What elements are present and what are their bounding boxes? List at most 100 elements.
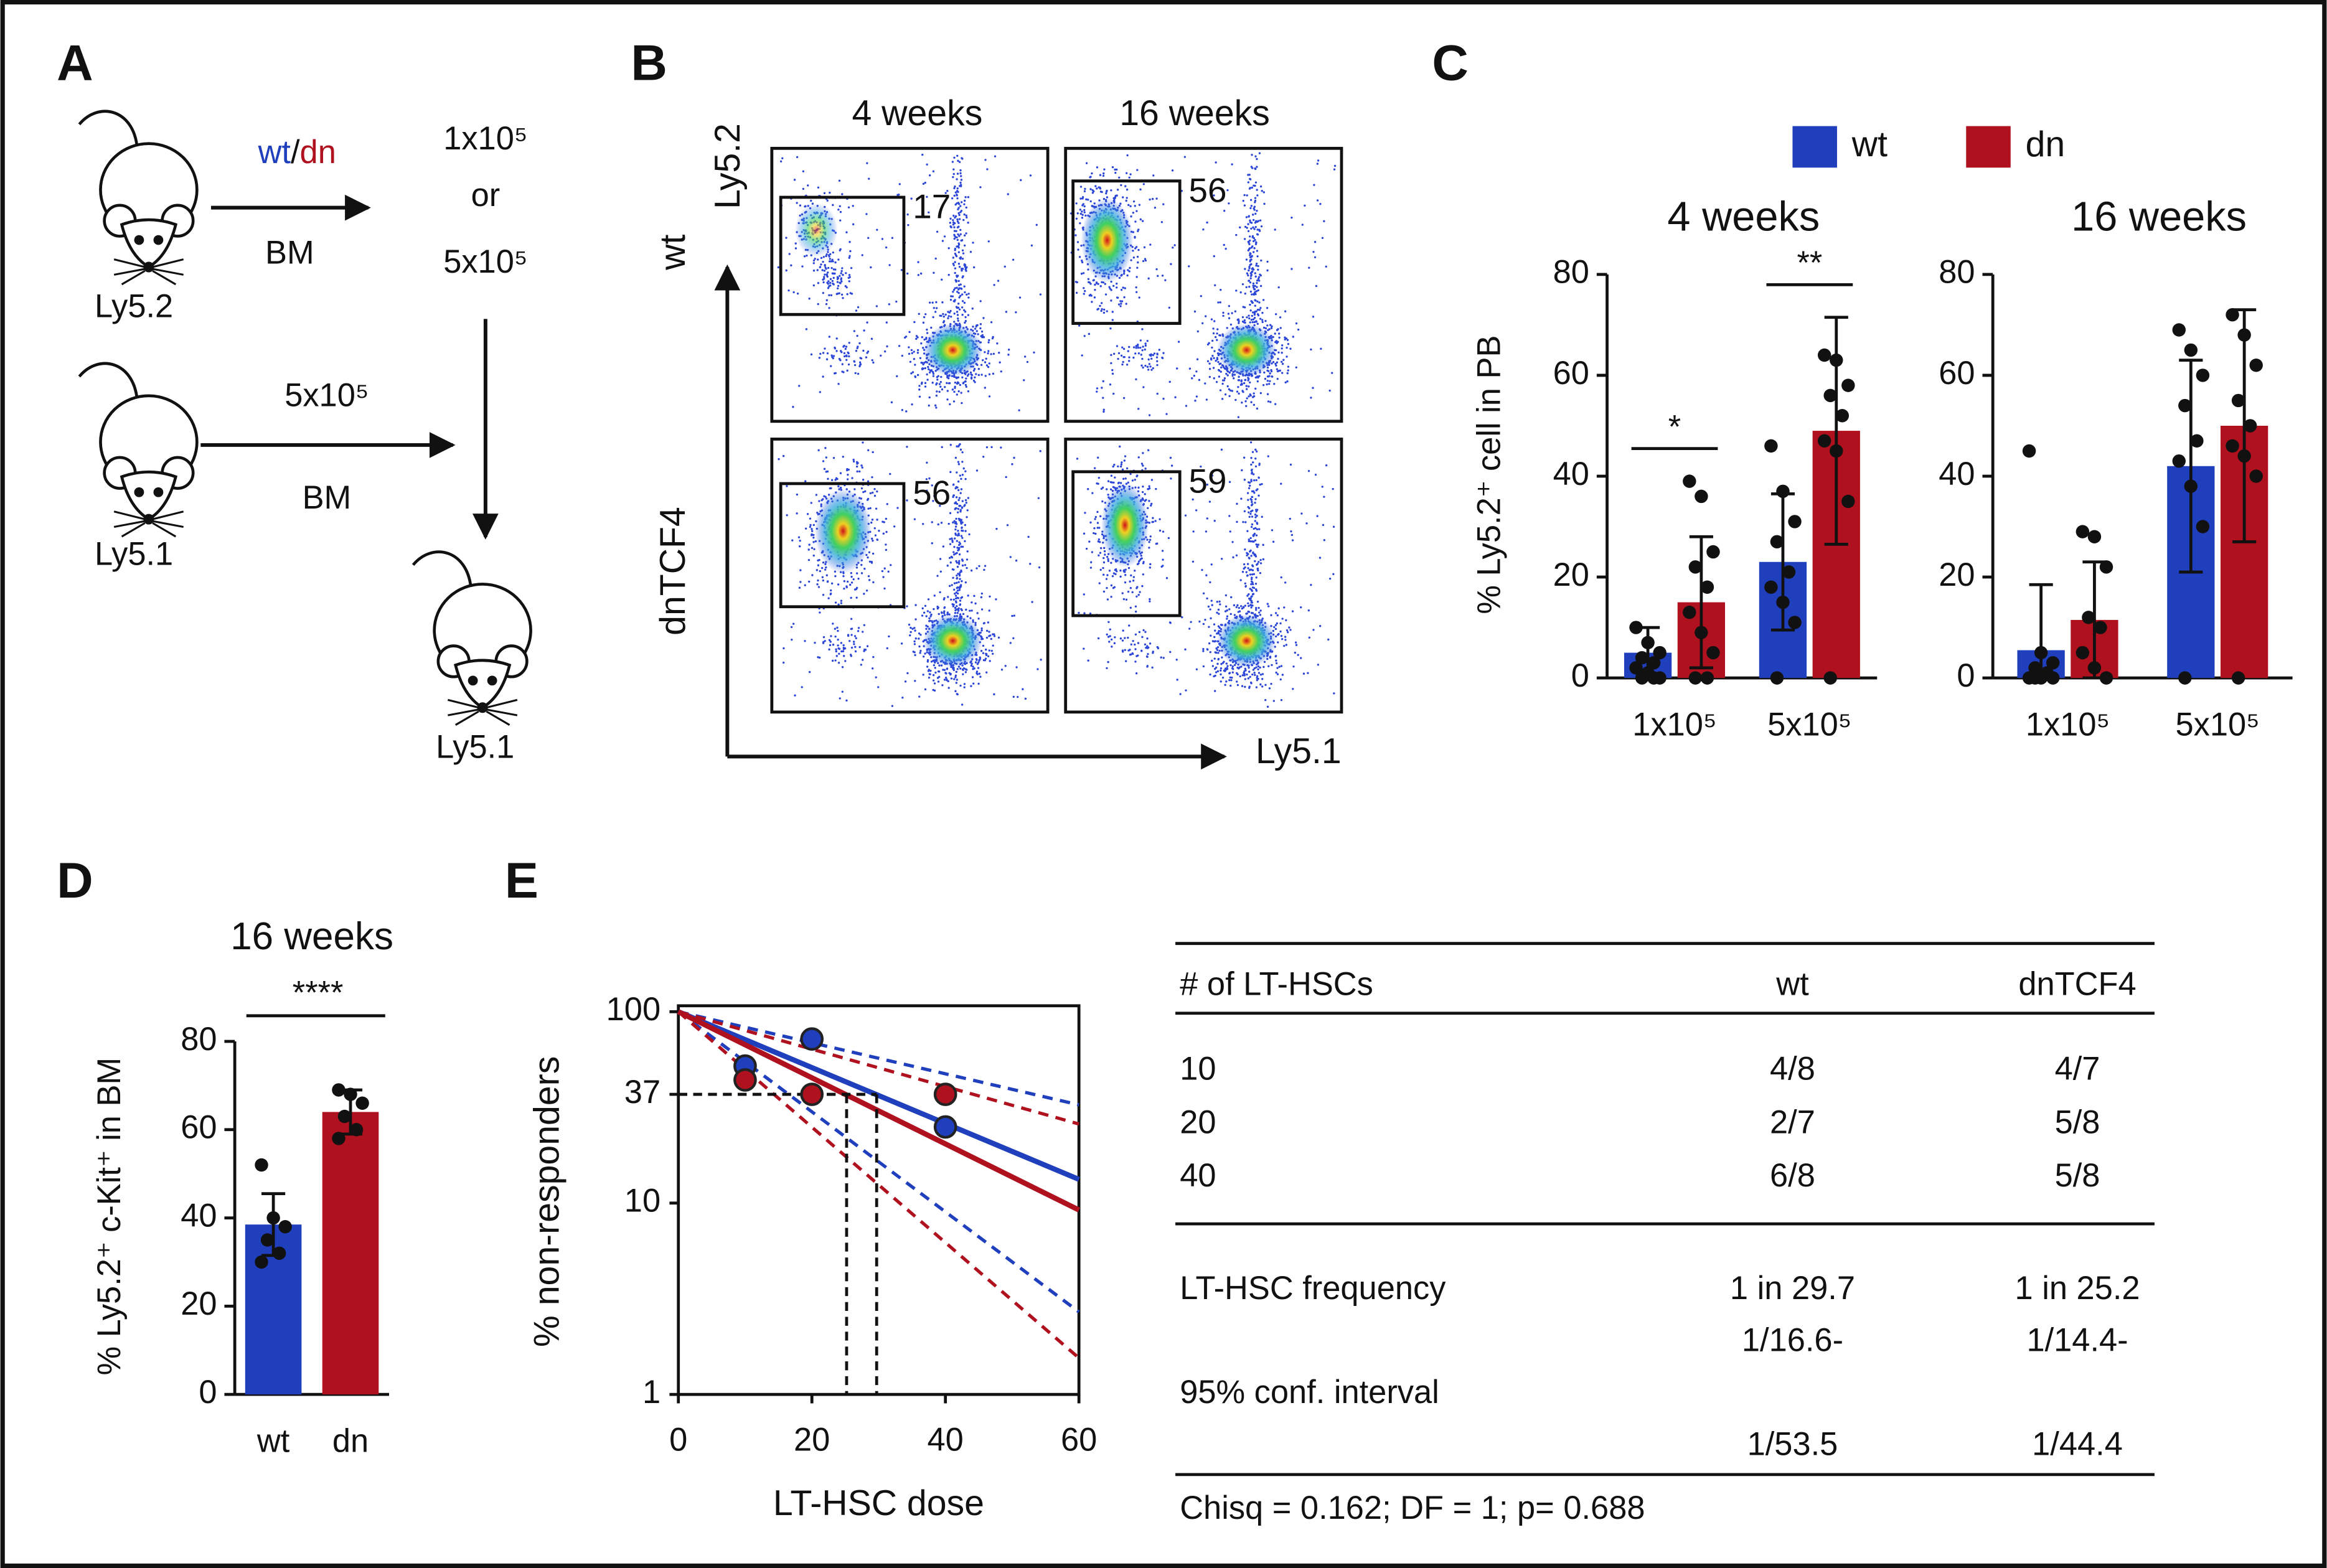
y-tick-label: 10 [624, 1183, 660, 1219]
data-point [2237, 328, 2251, 342]
data-point [1817, 434, 1831, 448]
density-core [1216, 614, 1277, 668]
panel-label: D [57, 853, 93, 909]
table-cell: 6/8 [1770, 1158, 1815, 1194]
data-point [1700, 671, 1714, 685]
data-point [1770, 535, 1784, 549]
data-point [2022, 444, 2036, 458]
density-core [923, 323, 983, 377]
table-cell: LT-HSC frequency [1180, 1270, 1446, 1307]
panel-label: C [1432, 35, 1469, 92]
y-tick-label: 0 [1571, 658, 1589, 694]
table-cell: 1 in 25.2 [2014, 1270, 2140, 1307]
plot-frame [677, 1004, 1081, 1396]
gate [1071, 470, 1182, 617]
data-point [2231, 671, 2245, 685]
data-point [355, 1096, 369, 1110]
data-point [1653, 646, 1667, 660]
dn-label: dn [300, 134, 336, 171]
flow-plot-frame [1064, 146, 1343, 423]
row-label: wt [653, 234, 693, 270]
gate-percentage: 17 [913, 187, 951, 226]
data-point [1841, 494, 1855, 509]
density-core [795, 203, 838, 257]
gate [1071, 179, 1182, 325]
data-point [1706, 646, 1720, 660]
density-core [923, 614, 983, 668]
source-label: BM [265, 235, 314, 271]
data-point [933, 1082, 957, 1106]
significance-label: **** [293, 975, 344, 1011]
legend-label: wt [1851, 124, 1887, 164]
bar [322, 1112, 379, 1395]
table-footer: Chisq = 0.162; DF = 1; p= 0.688 [1180, 1490, 1645, 1526]
data-point [1700, 580, 1714, 594]
data-point [733, 1068, 757, 1092]
data-point [2178, 398, 2192, 413]
dose-label: 1x10⁵ [443, 121, 527, 157]
data-point [332, 1083, 346, 1097]
table-cell: 95% conf. interval [1180, 1374, 1439, 1411]
data-point [2249, 359, 2263, 372]
data-point [1776, 595, 1790, 609]
data-point [1706, 545, 1720, 559]
data-point [2231, 393, 2245, 408]
data-point [2046, 656, 2060, 670]
data-point [1817, 348, 1831, 362]
chart-title: 16 weeks [230, 915, 393, 958]
table-header: # of LT-HSCs [1180, 967, 1373, 1003]
data-point [1788, 515, 1802, 528]
data-point [1629, 621, 1643, 634]
data-point [332, 1132, 346, 1145]
row-label: dnTCF4 [653, 507, 693, 636]
y-tick-label: 80 [1939, 255, 1975, 291]
data-point [1683, 474, 1696, 488]
table-cell: 5/8 [2055, 1104, 2100, 1140]
table-cell: 5/8 [2055, 1158, 2100, 1194]
data-point [344, 1087, 357, 1101]
table-cell: 4/8 [1770, 1051, 1815, 1087]
gate-percentage: 56 [1189, 171, 1227, 209]
axis-label: Ly5.2 [708, 123, 748, 209]
data-point [2184, 479, 2198, 493]
data-point [2028, 661, 2042, 675]
data-point [1695, 489, 1708, 504]
confidence-line [677, 1010, 1080, 1313]
data-point [1764, 580, 1778, 594]
data-point [2046, 671, 2060, 685]
data-point [1647, 656, 1661, 670]
fit-line [677, 1009, 1081, 1213]
data-point [349, 1123, 364, 1137]
data-point [255, 1255, 268, 1269]
x-axis-label: LT-HSC dose [773, 1483, 984, 1523]
data-point [1830, 444, 1843, 458]
table-cell: 1/14.4- [2026, 1323, 2128, 1359]
data-point [272, 1246, 286, 1261]
data-point [1823, 388, 1837, 403]
y-tick-label: 20 [1939, 557, 1975, 593]
data-point [2184, 343, 2198, 357]
data-point [800, 1027, 824, 1051]
data-point [1830, 353, 1843, 367]
dose-label: or [471, 177, 501, 214]
x-tick-label: 1x10⁵ [1632, 707, 1716, 743]
table-cell: 2/7 [1770, 1104, 1815, 1140]
table-cell: 1/16.6- [1742, 1323, 1843, 1359]
y-tick-label: 40 [1553, 456, 1589, 492]
data-point [1635, 671, 1649, 685]
data-point [1788, 616, 1802, 629]
data-point [2190, 434, 2204, 448]
table-header: wt [1775, 967, 1809, 1003]
data-point [2237, 449, 2251, 463]
axis-label: Ly5.1 [1256, 731, 1342, 771]
y-tick-label: 40 [181, 1198, 217, 1234]
data-point [1635, 650, 1649, 665]
data-point [2034, 646, 2048, 660]
x-tick-label: wt [256, 1424, 290, 1460]
dose-label: 5x10⁵ [284, 378, 369, 414]
panel-label: B [631, 35, 667, 92]
data-point [2172, 454, 2186, 468]
data-point [2226, 307, 2239, 322]
